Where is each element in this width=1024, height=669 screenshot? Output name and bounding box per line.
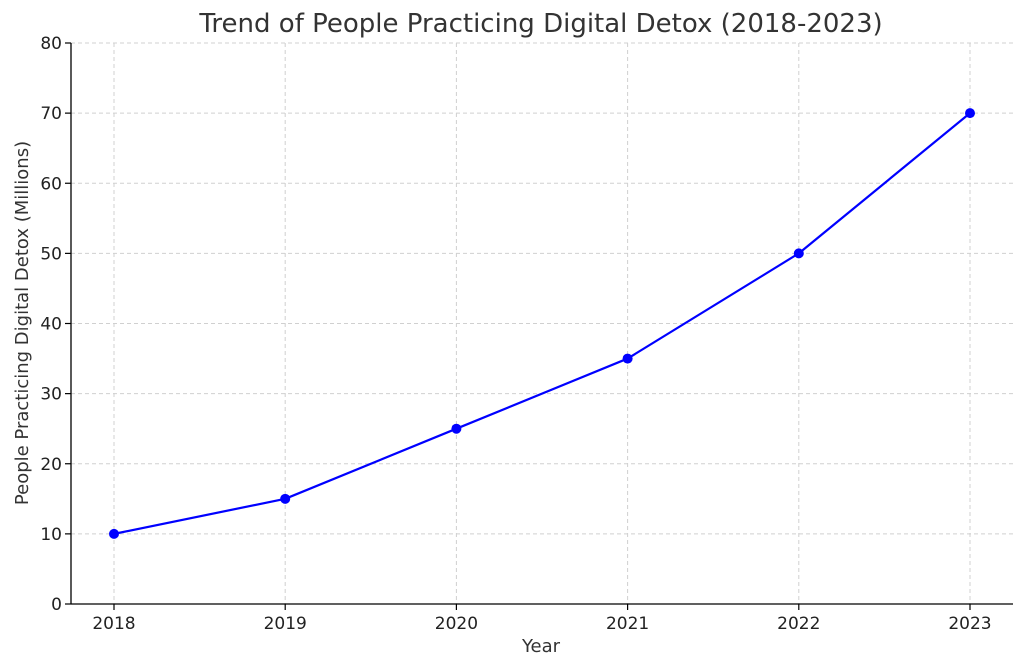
y-tick-label: 80 — [40, 34, 62, 54]
grid — [71, 42, 1013, 604]
x-tick-label: 2022 — [777, 614, 820, 634]
x-axis-ticks: 2018 2019 2020 2021 2022 2023 — [92, 604, 992, 634]
y-tick-label: 50 — [40, 244, 62, 264]
data-point — [451, 423, 462, 434]
data-point — [793, 248, 804, 259]
y-tick-label: 10 — [40, 525, 62, 545]
y-axis-label: People Practicing Digital Detox (Million… — [12, 141, 33, 505]
series-line — [113, 112, 971, 535]
x-tick-label: 2019 — [264, 614, 307, 634]
chart-title: Trend of People Practicing Digital Detox… — [198, 9, 882, 39]
y-tick-label: 40 — [40, 315, 62, 335]
x-tick-label: 2018 — [92, 614, 135, 634]
data-point — [622, 353, 633, 364]
series — [109, 108, 975, 539]
x-axis-label: Year — [521, 636, 561, 657]
x-tick-label: 2021 — [606, 614, 649, 634]
data-point — [280, 493, 291, 504]
y-axis-ticks: 0 10 20 30 40 50 60 70 80 — [40, 34, 71, 615]
y-tick-label: 60 — [40, 174, 62, 194]
y-tick-label: 30 — [40, 385, 62, 405]
data-point — [109, 528, 119, 539]
x-tick-label: 2023 — [948, 614, 991, 634]
y-tick-label: 70 — [40, 104, 62, 124]
y-tick-label: 0 — [51, 595, 62, 615]
data-point — [965, 108, 975, 119]
x-tick-label: 2020 — [435, 614, 478, 634]
y-tick-label: 20 — [40, 455, 62, 475]
